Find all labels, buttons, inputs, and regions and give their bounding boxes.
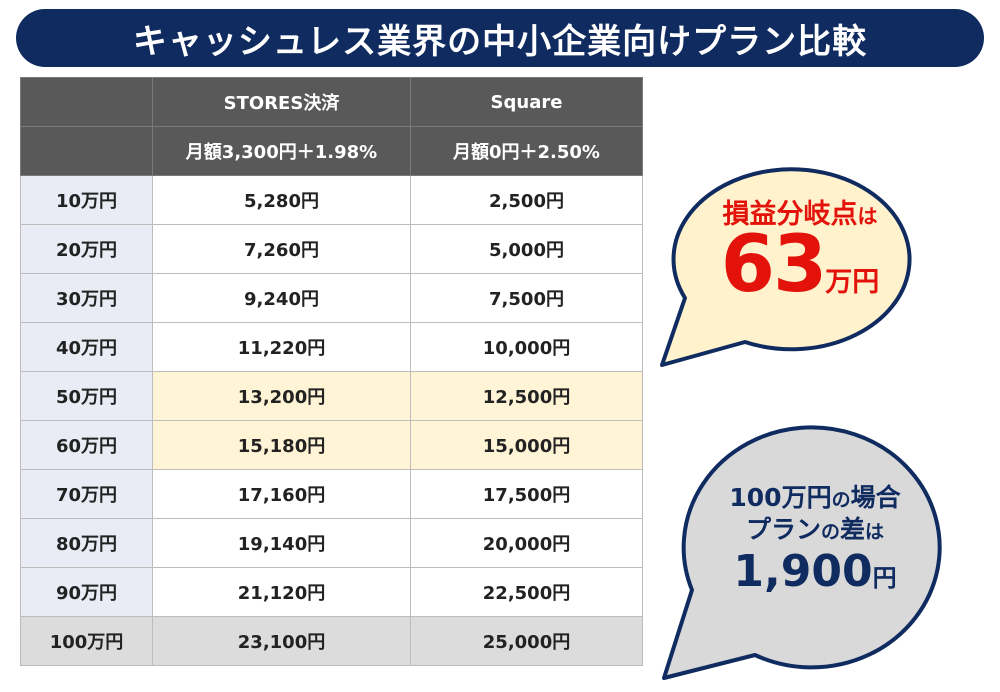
cell-stores: 5,280円 xyxy=(152,175,411,225)
cell-stores: 13,200円 xyxy=(152,371,411,421)
row-label: 90万円 xyxy=(20,567,153,617)
table-row-total: 100万円 23,100円 25,000円 xyxy=(20,616,643,666)
cell-square: 15,000円 xyxy=(410,420,643,470)
cell-square: 2,500円 xyxy=(410,175,643,225)
header-row-plans: 月額3,300円＋1.98% 月額0円＋2.50% xyxy=(20,126,643,176)
difference-value: 1,900円 xyxy=(733,546,897,597)
breakeven-label: 損益分岐点は xyxy=(722,199,878,230)
cell-square: 12,500円 xyxy=(410,371,643,421)
row-label: 100万円 xyxy=(20,616,153,666)
header-corner xyxy=(20,77,153,127)
row-label: 30万円 xyxy=(20,273,153,323)
cell-stores: 17,160円 xyxy=(152,469,411,519)
table-row: 80万円 19,140円 20,000円 xyxy=(20,518,643,568)
speech-bubble-shape xyxy=(660,167,912,367)
page-title: キャッシュレス業界の中小企業向けプラン比較 xyxy=(16,9,984,67)
cell-square: 5,000円 xyxy=(410,224,643,274)
table-row: 10万円 5,280円 2,500円 xyxy=(20,175,643,225)
table-row-highlighted: 50万円 13,200円 12,500円 xyxy=(20,371,643,421)
column-header-stores: STORES決済 xyxy=(152,77,411,127)
table-row: 40万円 11,220円 10,000円 xyxy=(20,322,643,372)
table-row: 70万円 17,160円 17,500円 xyxy=(20,469,643,519)
column-header-square: Square xyxy=(410,77,643,127)
row-label: 80万円 xyxy=(20,518,153,568)
cell-square: 20,000円 xyxy=(410,518,643,568)
row-label: 60万円 xyxy=(20,420,153,470)
cell-square: 10,000円 xyxy=(410,322,643,372)
cell-stores: 9,240円 xyxy=(152,273,411,323)
table-row: 30万円 9,240円 7,500円 xyxy=(20,273,643,323)
table-row: 90万円 21,120円 22,500円 xyxy=(20,567,643,617)
header-corner xyxy=(20,126,153,176)
table-row-highlighted: 60万円 15,180円 15,000円 xyxy=(20,420,643,470)
comparison-table: STORES決済 Square 月額3,300円＋1.98% 月額0円＋2.50… xyxy=(20,77,643,666)
cell-square: 22,500円 xyxy=(410,567,643,617)
difference-line1: 100万円の場合 xyxy=(729,483,901,512)
cell-stores: 7,260円 xyxy=(152,224,411,274)
difference-bubble: 100万円の場合 プランの差は 1,900円 xyxy=(650,400,980,685)
speech-bubble-shape xyxy=(662,425,942,680)
cell-stores: 15,180円 xyxy=(152,420,411,470)
cell-stores: 11,220円 xyxy=(152,322,411,372)
row-label: 10万円 xyxy=(20,175,153,225)
table-row: 20万円 7,260円 5,000円 xyxy=(20,224,643,274)
header-row-names: STORES決済 Square xyxy=(20,77,643,127)
plan-stores: 月額3,300円＋1.98% xyxy=(152,126,411,176)
row-label: 50万円 xyxy=(20,371,153,421)
row-label: 20万円 xyxy=(20,224,153,274)
row-label: 70万円 xyxy=(20,469,153,519)
difference-line2: プランの差は xyxy=(745,515,885,544)
plan-square: 月額0円＋2.50% xyxy=(410,126,643,176)
breakeven-bubble: 損益分岐点は 63万円 xyxy=(650,150,950,380)
cell-stores: 23,100円 xyxy=(152,616,411,666)
cell-square: 17,500円 xyxy=(410,469,643,519)
cell-square: 25,000円 xyxy=(410,616,643,666)
cell-stores: 21,120円 xyxy=(152,567,411,617)
cell-stores: 19,140円 xyxy=(152,518,411,568)
breakeven-value: 63万円 xyxy=(720,220,880,310)
cell-square: 7,500円 xyxy=(410,273,643,323)
row-label: 40万円 xyxy=(20,322,153,372)
